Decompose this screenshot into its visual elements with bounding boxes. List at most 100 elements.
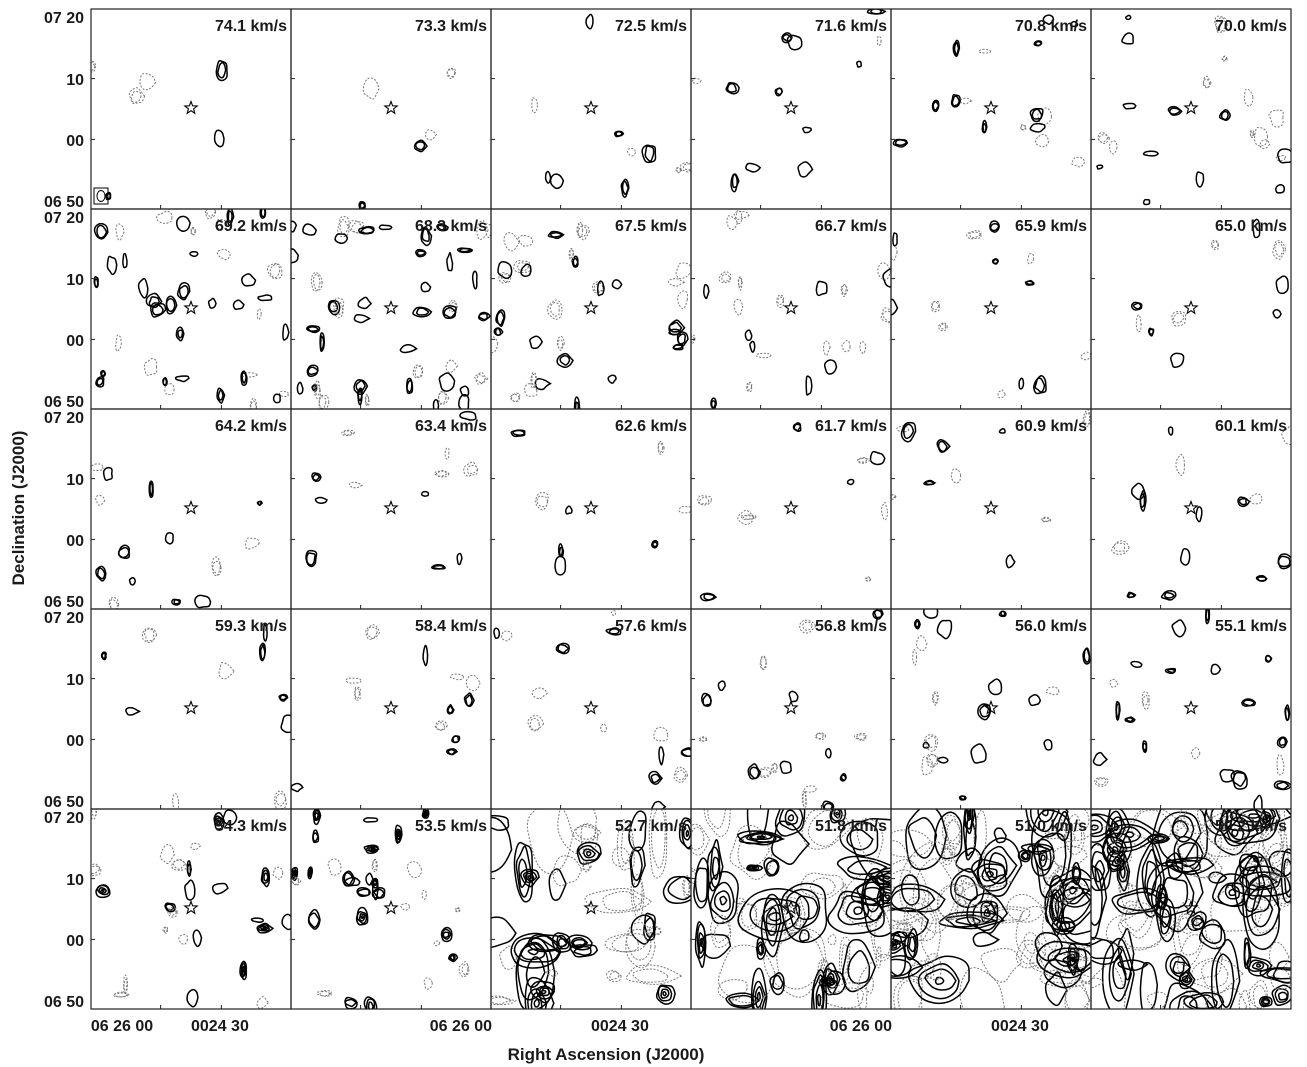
positive-contour: [891, 298, 899, 316]
positive-contour: [1164, 591, 1176, 599]
negative-contour: [970, 915, 991, 925]
positive-contour: [96, 884, 110, 896]
source-star-icon: [183, 899, 199, 915]
negative-contour: [838, 936, 851, 982]
negative-contour: [1212, 240, 1219, 249]
positive-contour: [281, 913, 291, 931]
negative-contour: [768, 908, 798, 933]
negative-contour: [610, 610, 617, 617]
positive-contour: [937, 440, 948, 453]
positive-contour: [491, 814, 510, 831]
positive-contour: [1150, 865, 1195, 918]
negative-contour: [915, 635, 928, 652]
negative-contour: [593, 282, 604, 292]
negative-contour: [815, 732, 824, 740]
positive-contour: [1144, 860, 1157, 896]
positive-contour: [924, 480, 937, 486]
positive-contour: [652, 541, 659, 548]
positive-contour: [811, 969, 828, 1009]
negative-contour: [737, 831, 770, 870]
positive-contour: [982, 123, 987, 134]
positive-contour: [1160, 590, 1177, 601]
negative-contour: [319, 990, 331, 997]
negative-contour: [498, 272, 512, 284]
negative-contour: [159, 843, 175, 864]
positive-contour: [907, 955, 970, 1005]
positive-contour: [746, 809, 770, 842]
positive-contour: [710, 400, 717, 409]
positive-contour: [751, 866, 756, 870]
positive-contour: [1262, 814, 1271, 824]
positive-contour: [1125, 831, 1135, 838]
negative-contour: [959, 97, 973, 105]
contour-layer: [91, 463, 263, 609]
positive-contour: [906, 932, 917, 958]
positive-contour: [1130, 660, 1143, 668]
negative-contour: [342, 430, 354, 436]
channel-panel: 61.7 km/s: [690, 408, 892, 610]
positive-contour: [725, 81, 740, 95]
positive-contour: [934, 976, 945, 985]
negative-contour: [1131, 809, 1172, 840]
negative-contour: [675, 262, 691, 280]
positive-contour: [1184, 977, 1189, 982]
positive-contour: [1059, 876, 1091, 905]
negative-contour: [446, 67, 457, 80]
negative-contour: [703, 809, 731, 837]
positive-contour: [353, 313, 372, 324]
positive-contour: [98, 887, 107, 894]
positive-contour: [215, 60, 228, 82]
negative-contour: [1260, 809, 1286, 857]
negative-contour: [316, 990, 332, 997]
negative-contour: [691, 826, 705, 851]
negative-contour: [91, 809, 97, 817]
negative-contour: [1091, 826, 1123, 847]
channel-velocity-label: 53.5 km/s: [415, 818, 487, 835]
positive-contour: [165, 297, 176, 312]
positive-contour: [719, 895, 728, 906]
channel-velocity-label: 60.9 km/s: [1015, 418, 1087, 435]
positive-contour: [821, 962, 841, 996]
source-star-icon: [1183, 299, 1199, 315]
positive-contour: [95, 376, 105, 388]
negative-contour: [625, 928, 652, 961]
negative-contour: [437, 390, 450, 406]
positive-contour: [651, 800, 667, 809]
positive-contour: [529, 335, 544, 350]
negative-contour: [906, 903, 935, 942]
negative-contour: [315, 384, 321, 396]
negative-contour: [699, 737, 707, 742]
positive-contour: [1218, 109, 1232, 121]
negative-contour: [1105, 908, 1174, 951]
negative-contour: [1255, 876, 1291, 902]
contour-layer: [91, 60, 228, 201]
positive-contour: [1101, 937, 1135, 1009]
positive-contour: [217, 819, 221, 823]
positive-contour: [96, 567, 106, 580]
positive-contour: [240, 370, 248, 387]
negative-contour: [801, 790, 807, 808]
positive-contour: [891, 887, 936, 912]
positive-contour: [882, 267, 891, 288]
positive-contour: [128, 576, 136, 586]
positive-contour: [1005, 554, 1016, 569]
positive-contour: [512, 429, 526, 436]
positive-contour: [239, 960, 248, 981]
positive-contour: [878, 872, 891, 883]
positive-contour: [1096, 164, 1104, 170]
negative-contour: [827, 934, 837, 946]
negative-contour: [927, 754, 938, 765]
channel-panel: 58.4 km/s: [290, 608, 492, 810]
negative-contour: [604, 933, 648, 953]
positive-contour: [571, 255, 579, 268]
negative-contour: [733, 210, 750, 220]
source-star-icon: [583, 99, 599, 115]
positive-contour: [1171, 858, 1201, 873]
positive-contour: [1054, 950, 1080, 967]
positive-contour: [702, 694, 712, 707]
positive-contour: [891, 958, 912, 977]
negative-contour: [630, 874, 645, 921]
negative-contour: [698, 496, 710, 505]
channel-velocity-label: 50.2 km/s: [1215, 818, 1287, 835]
negative-contour: [128, 87, 146, 105]
